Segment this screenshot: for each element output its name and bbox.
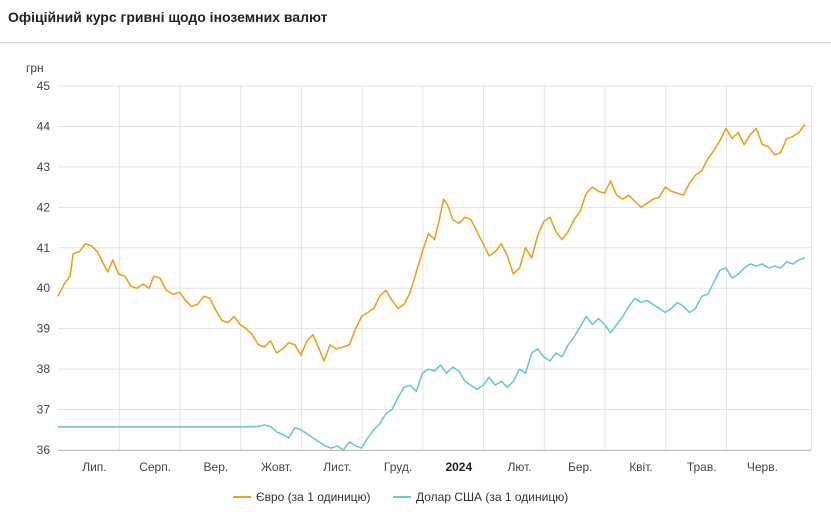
y-tick-label: 37 [37,403,51,417]
y-tick-label: 45 [37,79,51,93]
x-tick-label: Черв. [747,460,778,474]
chart-series [57,123,806,451]
series-line-2 [58,257,806,451]
y-tick-label: 40 [37,281,51,295]
y-axis-ticks: 36 37 38 39 40 41 42 43 44 45 [37,79,51,457]
chart-legend[interactable]: Євро (за 1 одиницю) Долар США (за 1 одини… [233,490,568,504]
legend-label: Євро (за 1 одиницю) [256,490,371,504]
chart-title: Офіційний курс гривні щодо іноземних вал… [8,9,328,25]
chart-grid [58,85,812,451]
y-tick-label: 39 [37,322,51,336]
x-tick-label: Лют. [507,460,531,474]
x-tick-label: 2024 [445,460,472,474]
series-line-1 [57,123,806,362]
y-tick-label: 36 [37,443,51,457]
x-tick-label: Серп. [139,460,171,474]
chart-header: Офіційний курс гривні щодо іноземних вал… [0,0,831,43]
legend-label: Долар США (за 1 одиницю) [416,490,568,504]
legend-item-1[interactable]: Євро (за 1 одиницю) [233,490,371,504]
x-tick-label: Трав. [687,460,717,474]
x-tick-label: Лип. [82,460,106,474]
x-tick-label: Бер. [568,460,593,474]
x-tick-label: Лист. [323,460,351,474]
y-tick-label: 44 [37,119,51,133]
legend-item-2[interactable]: Долар США (за 1 одиницю) [393,490,568,504]
x-tick-label: Вер. [204,460,229,474]
x-tick-label: Жовт. [261,460,292,474]
x-tick-label: Квіт. [629,460,653,474]
y-tick-label: 38 [37,362,51,376]
y-axis-label: грн [26,61,44,75]
x-axis-ticks: Лип. Серп. Вер. Жовт. Лист. Груд. 2024 Лют. Бер.… [82,460,778,474]
y-tick-label: 42 [37,200,51,214]
y-tick-label: 43 [37,160,51,174]
x-tick-label: Груд. [384,460,412,474]
y-tick-label: 41 [37,241,51,255]
